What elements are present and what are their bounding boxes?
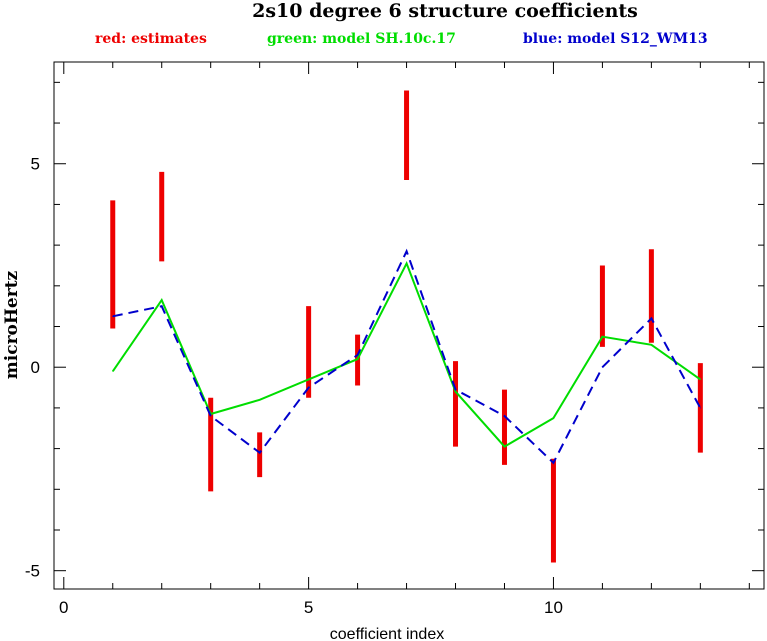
series-line-s12wm13-point-10 [552,462,554,464]
series-line-s12wm13-point-7 [406,250,408,252]
x-tick-label-10: 10 [544,598,563,617]
y-tick-label--5: -5 [25,562,40,581]
series-line-s12wm13-point-3 [210,415,212,417]
series-line-sh10c17-point-2 [161,299,163,301]
legend-item-model-s12wm13: blue: model S12_WM13 [523,31,708,47]
series-line-s12wm13-point-12 [650,317,652,319]
series-line-s12wm13-point-8 [455,389,457,391]
series-line-sh10c17-point-9 [503,446,505,448]
series-line-s12wm13-point-2 [161,305,163,307]
series-line-s12wm13-point-5 [308,387,310,389]
series-line-sh10c17 [111,260,701,448]
series-line-s12wm13-point-13 [699,407,701,409]
series-line-s12wm13-point-11 [601,366,603,368]
series-line-s12wm13 [112,248,702,465]
x-tick-label-5: 5 [304,598,313,617]
series-line-sh10c17-point-6 [357,358,359,360]
x-tick-label-0: 0 [59,598,68,617]
plot-area [110,90,703,563]
series-line-sh10c17-point-8 [455,391,457,393]
series-line-sh10c17-point-7 [406,262,408,264]
series-line-s12wm13-point-6 [357,354,359,356]
x-axis-label: coefficient index [330,626,444,641]
series-line-sh10c17-point-10 [552,417,554,419]
series-line-sh10c17-point-5 [308,378,310,380]
legend-item-model-sh10c17: green: model SH.10c.17 [267,31,456,47]
series-line-s12wm13-point-1 [112,315,114,317]
plot-frame [53,61,765,590]
series-line-sh10c17-point-13 [699,378,701,380]
legend-item-estimates: red: estimates [95,31,207,47]
axis-ticks: 0 5 10 -5 0 5 [25,62,764,617]
series-line-sh10c17-point-12 [650,344,652,346]
series-line-sh10c17-point-1 [112,370,114,372]
y-tick-label-5: 5 [31,155,40,174]
y-axis-label: microHertz [2,270,22,379]
chart-title: 2s10 degree 6 structure coefficients [252,0,638,22]
series-line-sh10c17-point-11 [601,336,603,338]
y-tick-label-0: 0 [31,358,40,377]
series-line-s12wm13-point-4 [259,452,261,454]
series-line-s12wm13-point-9 [503,415,505,417]
series-line-sh10c17-point-4 [259,399,261,401]
